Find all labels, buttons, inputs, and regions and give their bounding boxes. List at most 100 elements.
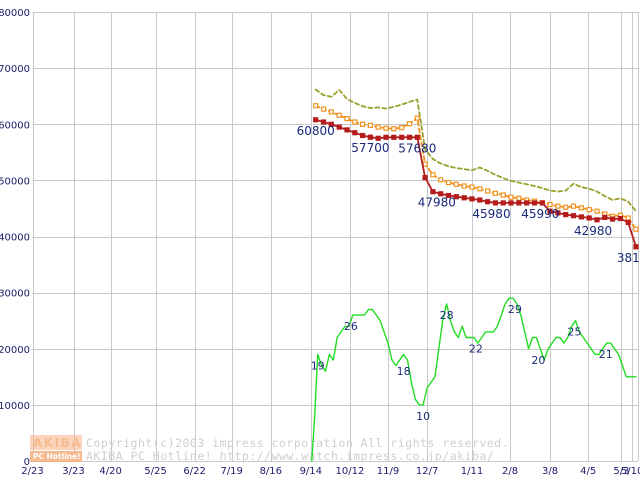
x-axis-tick-label: 1/11 (461, 466, 483, 477)
series-marker-min-price (399, 134, 405, 140)
series-marker-min-price (422, 175, 428, 181)
series-marker-avg-price (445, 180, 452, 186)
x-axis-tick-label: 6/22 (183, 466, 205, 477)
series-marker-avg-price (625, 215, 631, 221)
x-axis-tick-label: 8/16 (260, 466, 282, 477)
data-label-min-price: 38170 (617, 251, 640, 265)
series-marker-min-price (352, 130, 358, 136)
series-marker-min-price (367, 134, 373, 140)
series-marker-min-price (609, 216, 616, 222)
series-marker-min-price (445, 192, 452, 199)
series-marker-min-price (578, 214, 585, 220)
data-label-shop-count: 25 (568, 326, 582, 339)
series-marker-avg-price (320, 106, 327, 112)
series-marker-avg-price (492, 190, 498, 196)
series-marker-avg-price (367, 122, 373, 129)
series-marker-min-price (508, 200, 514, 206)
logo-sub-background (30, 451, 82, 462)
series-marker-min-price (328, 121, 334, 127)
series-marker-min-price (438, 191, 444, 197)
x-axis-tick-label: 3/23 (62, 466, 84, 477)
logo-background (30, 435, 82, 450)
series-marker-min-price (406, 134, 413, 140)
series-marker-avg-price (391, 126, 397, 132)
series-marker-avg-price (547, 201, 553, 208)
data-label-shop-count: 10 (416, 410, 430, 423)
watermark-line-2: AKIBA PC Hotline! http://www.watch.impre… (86, 449, 494, 463)
series-marker-min-price (633, 244, 639, 250)
x-axis-tick-label: 3/8 (542, 466, 558, 477)
series-marker-min-price (336, 124, 342, 130)
data-point-labels: 60800 57700 57680 47980 45980 45990 42980 38170… (297, 124, 640, 423)
x-axis-tick-label: 4/5 (580, 466, 596, 477)
series-marker-avg-price (414, 115, 420, 121)
series-marker-avg-price (516, 195, 522, 201)
series-marker-avg-price (422, 161, 428, 167)
series-marker-min-price (594, 217, 600, 223)
series-marker-avg-price (508, 194, 514, 200)
series-marker-min-price (492, 200, 498, 206)
series-marker-avg-price (406, 121, 413, 127)
series-marker-min-price (485, 199, 491, 205)
data-label-min-price: 42980 (574, 224, 612, 238)
series-marker-min-price (586, 215, 592, 221)
series-marker-min-price (469, 196, 475, 202)
series-marker-min-price (320, 119, 327, 125)
y-axis-tick-label: 40000 (0, 233, 30, 244)
series-marker-min-price (617, 215, 624, 222)
data-label-shop-count: 19 (311, 359, 325, 372)
x-axis-tick-label: 4/20 (99, 466, 121, 477)
y-axis-tick-label: 20000 (0, 345, 30, 356)
series-marker-avg-price (352, 119, 358, 125)
x-axis-tick-label: 2/8 (502, 466, 518, 477)
series-marker-min-price (547, 208, 553, 214)
series-marker-avg-price (313, 103, 319, 109)
y-axis-tick-label: 70000 (0, 64, 30, 75)
series-marker-min-price (531, 200, 538, 206)
watermark-line-1: Copyright(c)2003 impress corporation All… (86, 436, 509, 450)
series-marker-min-price (360, 132, 366, 139)
logo-sub-text: PC Hotline! (33, 452, 81, 461)
data-label-min-price: 47980 (418, 196, 456, 210)
series-marker-avg-price (485, 188, 491, 194)
series-marker-min-price (383, 134, 389, 140)
y-axis-tick-label: 0 (24, 457, 30, 468)
series-lines (311, 88, 639, 462)
series-marker-avg-price (555, 203, 561, 209)
data-label-shop-count: 26 (344, 320, 358, 333)
series-marker-avg-price (328, 109, 334, 115)
akiba-logo: AKIBA PC Hotline! (30, 435, 82, 462)
series-marker-avg-price (399, 124, 405, 131)
y-axis-tick-label: 80000 (0, 8, 30, 19)
data-label-shop-count: 18 (397, 365, 411, 378)
series-marker-min-price (461, 195, 467, 201)
series-marker-avg-price (430, 172, 436, 178)
data-label-min-price: 60800 (297, 124, 335, 138)
data-label-shop-count: 22 (469, 343, 483, 356)
series-marker-min-price (539, 200, 545, 206)
data-label-min-price: 57680 (398, 141, 436, 155)
series-marker-min-price (477, 197, 483, 203)
data-label-shop-count: 20 (531, 354, 545, 367)
y-axis-tick-label: 60000 (0, 120, 30, 131)
series-marker-avg-price (578, 205, 585, 211)
x-axis-tick-label: 11/9 (377, 466, 399, 477)
series-marker-avg-price (477, 186, 483, 192)
series-marker-min-price (313, 117, 319, 123)
series-marker-min-price (625, 219, 631, 226)
logo-main-text: AKIBA (33, 436, 82, 450)
series-marker-avg-price (500, 192, 506, 198)
series-marker-min-price (555, 210, 561, 216)
series-marker-min-price (344, 127, 350, 133)
y-axis-tick-label: 50000 (0, 176, 30, 187)
x-axis-tick-label: 5/3 (613, 466, 629, 477)
series-marker-avg-price (570, 203, 577, 209)
y-axis-ticks: 0 10000 20000 30000 40000 50000 60000 70000 8000… (0, 8, 30, 468)
x-axis-ticks: 2/23 3/23 4/20 5/25 6/22 7/19 8/16 9/14 10/12 11/… (21, 466, 640, 477)
x-axis-tick-label: 5/10 (621, 466, 640, 477)
y-axis-tick-label: 10000 (0, 401, 30, 412)
series-marker-avg-price (453, 181, 459, 187)
series-marker-min-price (375, 135, 381, 141)
series-marker-avg-price (633, 226, 639, 232)
